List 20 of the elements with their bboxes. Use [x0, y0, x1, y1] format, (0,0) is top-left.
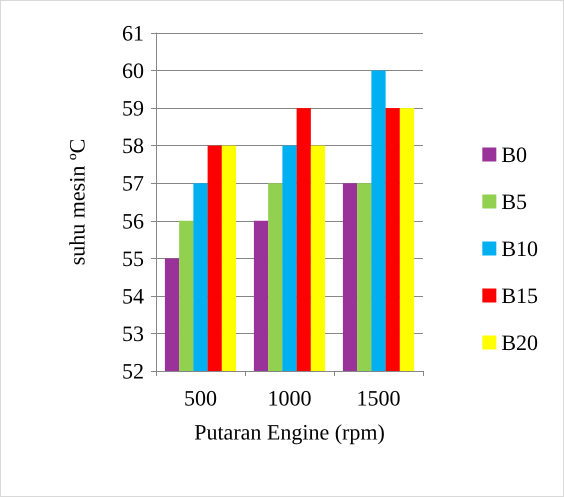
- y-tick-label: 56: [122, 208, 144, 234]
- x-tick-label: 1500: [356, 386, 400, 410]
- legend-label: B15: [501, 283, 538, 308]
- x-tick-label: 500: [184, 386, 217, 410]
- y-tick-label: 60: [122, 58, 144, 84]
- y-axis-title: suhu mesin ºC: [64, 138, 90, 266]
- x-tick-label: 1000: [268, 386, 312, 410]
- y-tick-label: 54: [122, 283, 144, 308]
- legend-label: B10: [501, 236, 538, 261]
- y-tick-label: 61: [122, 20, 144, 46]
- y-tick-label: 58: [122, 133, 144, 158]
- y-tick-label: 59: [122, 96, 144, 121]
- y-tick-label: 53: [122, 320, 144, 346]
- y-tick-label: 57: [122, 170, 144, 196]
- y-tick-label: 55: [122, 246, 144, 271]
- legend-label: B5: [501, 189, 528, 214]
- legend-label: B0: [501, 142, 528, 167]
- y-tick-label: 52: [122, 358, 144, 384]
- legend-label: B20: [501, 330, 538, 355]
- x-axis-title: Putaran Engine (rpm): [194, 420, 385, 444]
